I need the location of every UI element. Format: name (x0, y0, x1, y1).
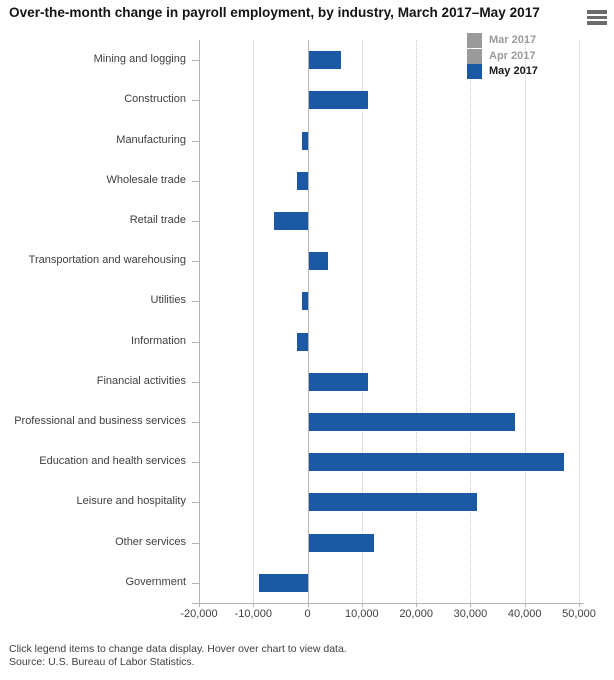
x-axis-tick (253, 603, 255, 607)
bar-education-and-health-services[interactable] (308, 453, 564, 472)
bar-transportation-and-warehousing[interactable] (308, 252, 329, 271)
category-label: Construction (124, 93, 186, 106)
category-label: Leisure and hospitality (76, 495, 186, 508)
x-axis-tick-label: 10,000 (345, 608, 379, 620)
hamburger-menu-icon[interactable] (587, 10, 607, 25)
legend-swatch-icon (467, 63, 482, 79)
gridline (253, 40, 255, 603)
y-axis-tick (192, 462, 199, 464)
bar-retail-trade[interactable] (274, 211, 308, 230)
x-axis-tick-label: -20,000 (180, 608, 218, 620)
zero-line (307, 40, 309, 603)
bar-information[interactable] (296, 332, 308, 351)
hamburger-bar (587, 10, 607, 14)
category-label: Education and health services (39, 455, 186, 468)
y-axis-tick (192, 502, 199, 504)
legend-swatch-icon (467, 33, 482, 49)
y-axis-tick (192, 381, 199, 383)
category-label: Transportation and warehousing (28, 254, 186, 267)
category-label: Retail trade (129, 213, 186, 226)
bar-other-services[interactable] (308, 533, 374, 552)
x-axis-line (192, 603, 584, 604)
bar-mining-and-logging[interactable] (308, 51, 342, 70)
x-axis-tick-label: 20,000 (399, 608, 433, 620)
x-axis-tick (470, 603, 472, 607)
chart-title: Over-the-month change in payroll employm… (9, 5, 540, 20)
category-label: Manufacturing (116, 133, 186, 146)
legend: Mar 2017 Apr 2017 May 2017 (467, 33, 538, 79)
bar-wholesale-trade[interactable] (296, 171, 308, 190)
legend-label: Mar 2017 (489, 34, 537, 47)
bar-construction[interactable] (308, 91, 369, 110)
hamburger-bar (587, 15, 607, 20)
legend-item-apr-2017[interactable]: Apr 2017 (467, 48, 538, 64)
chart-source: Source: U.S. Bureau of Labor Statistics. (9, 656, 195, 668)
bar-professional-and-business-services[interactable] (308, 413, 515, 432)
category-label: Utilities (150, 294, 186, 307)
x-axis-tick-label: -10,000 (234, 608, 272, 620)
y-axis-tick (192, 180, 199, 182)
legend-label: Apr 2017 (489, 49, 536, 62)
x-axis-tick (416, 603, 418, 607)
y-axis-tick (192, 60, 199, 62)
legend-item-mar-2017[interactable]: Mar 2017 (467, 33, 538, 49)
bar-manufacturing[interactable] (302, 131, 308, 150)
category-label: Wholesale trade (106, 173, 187, 186)
y-axis-tick (192, 261, 199, 263)
chart-note: Click legend items to change data displa… (9, 643, 347, 655)
legend-swatch-icon (467, 48, 482, 64)
bar-government[interactable] (258, 573, 308, 592)
legend-label: May 2017 (489, 64, 538, 77)
category-label: Mining and logging (93, 53, 186, 66)
y-axis-tick (192, 140, 199, 142)
bar-leisure-and-hospitality[interactable] (308, 493, 477, 512)
gridline (361, 40, 363, 603)
y-axis-tick (192, 100, 199, 102)
gridline (470, 40, 472, 603)
category-label: Professional and business services (14, 415, 186, 428)
y-axis-tick (192, 422, 199, 424)
chart-footer: Click legend items to change data displa… (9, 643, 347, 669)
x-axis-tick (199, 603, 200, 607)
legend-item-may-2017[interactable]: May 2017 (467, 63, 538, 79)
gridline (416, 40, 418, 603)
gridline (524, 40, 526, 603)
x-axis-tick (579, 603, 580, 607)
gridline (579, 40, 580, 603)
category-label: Information (130, 334, 186, 347)
y-axis-tick (192, 542, 199, 544)
category-label: Other services (115, 535, 186, 548)
hamburger-bar (587, 21, 607, 25)
x-axis-tick-label: 30,000 (453, 608, 488, 620)
y-axis-tick (192, 582, 199, 584)
x-axis-tick (361, 603, 363, 607)
bar-financial-activities[interactable] (308, 372, 369, 391)
x-axis-tick (524, 603, 526, 607)
x-axis-tick-label: 0 (304, 608, 311, 620)
y-axis-tick (192, 341, 199, 343)
y-axis-tick (192, 220, 199, 222)
bar-utilities[interactable] (302, 292, 308, 311)
x-axis-tick-label: 40,000 (507, 608, 542, 620)
y-axis-line (199, 40, 200, 603)
x-axis-tick-label: 50,000 (562, 608, 596, 620)
y-axis-tick (192, 301, 199, 303)
category-label: Financial activities (96, 374, 186, 387)
category-label: Government (125, 575, 186, 588)
x-axis-tick (307, 603, 309, 607)
